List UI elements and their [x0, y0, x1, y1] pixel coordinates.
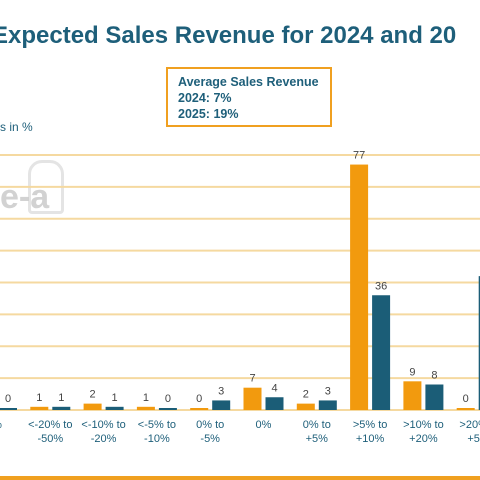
data-label: 3: [325, 385, 331, 397]
category-label: +5%: [306, 433, 329, 445]
bar-2024: [350, 164, 369, 410]
data-label: 0: [463, 393, 469, 405]
bar-2024: [403, 381, 422, 410]
bar-2025: [265, 397, 284, 410]
category-label: <-5% to: [138, 419, 176, 431]
category-label: 0% to: [196, 419, 224, 431]
bar-2025: [372, 295, 391, 410]
bar-2025: [0, 408, 17, 410]
data-label: 0: [196, 393, 202, 405]
bar-2025: [425, 384, 444, 410]
y-axis-label: s in %: [0, 120, 33, 134]
bar-2024: [296, 403, 315, 410]
average-sales-heading: Average Sales Revenue: [178, 75, 319, 89]
bar-2024: [30, 406, 49, 410]
category-label: <-10% to: [81, 419, 125, 431]
data-label: 7: [249, 373, 255, 385]
category-label: -5%: [200, 433, 220, 445]
average-sales-2025: 2025: 19%: [178, 107, 239, 121]
data-label: 1: [143, 392, 149, 404]
bar-2025: [52, 406, 71, 410]
watermark-text: e-a: [0, 178, 50, 216]
category-label: >10% to: [403, 419, 444, 431]
data-label: 9: [409, 366, 415, 378]
category-label: >20% t: [459, 419, 480, 431]
data-label: 2: [90, 389, 96, 401]
data-label: 0: [5, 393, 11, 405]
bar-2025: [478, 276, 480, 410]
data-label: 3: [218, 385, 224, 397]
bar-2024: [136, 406, 155, 410]
bar-2024: [190, 408, 209, 410]
category-label: +50: [467, 433, 480, 445]
data-label: 1: [112, 392, 118, 404]
data-label: 8: [431, 370, 437, 382]
category-label: %: [0, 419, 2, 431]
average-sales-box: Average Sales Revenue 2024: 7% 2025: 19%: [166, 67, 332, 127]
category-label: -20%: [91, 433, 117, 445]
category-label: <-20% to: [28, 419, 72, 431]
bar-2024: [83, 403, 102, 410]
bar-2024: [243, 387, 262, 410]
data-label: 36: [375, 280, 387, 292]
category-label: +20%: [409, 433, 438, 445]
data-label: 1: [36, 392, 42, 404]
data-label: 4: [271, 382, 277, 394]
data-label: 0: [165, 393, 171, 405]
category-label: 0%: [256, 419, 272, 431]
bar-2025: [212, 400, 231, 410]
category-label: -50%: [37, 433, 63, 445]
bar-2025: [318, 400, 337, 410]
data-label: 77: [353, 150, 365, 162]
average-sales-2024: 2024: 7%: [178, 91, 232, 105]
chart-title: Expected Sales Revenue for 2024 and 20: [0, 22, 457, 49]
data-label: 1: [58, 392, 64, 404]
category-label: >5% to: [353, 419, 388, 431]
data-label: 2: [303, 389, 309, 401]
bar-2025: [158, 408, 177, 410]
bar-2024: [456, 408, 475, 410]
bar-2025: [105, 406, 124, 410]
category-label: 0% to: [303, 419, 331, 431]
category-label: +10%: [356, 433, 385, 445]
category-label: -10%: [144, 433, 170, 445]
